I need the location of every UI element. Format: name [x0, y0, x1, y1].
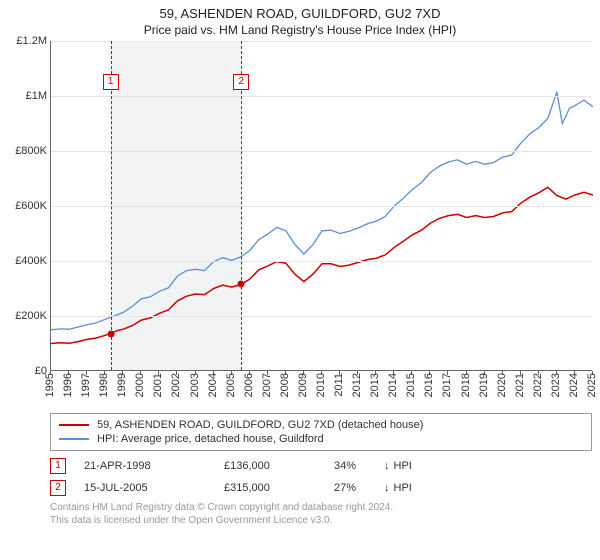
y-axis-label: £200K — [15, 310, 51, 322]
y-axis-label: £1M — [26, 90, 51, 102]
chart-gridline — [51, 206, 592, 207]
x-axis-label: 2014 — [387, 373, 399, 397]
legend-swatch — [59, 438, 89, 440]
event-price: £315,000 — [224, 482, 334, 494]
chart-title-main: 59, ASHENDEN ROAD, GUILDFORD, GU2 7XD — [0, 0, 600, 21]
footnote-line: This data is licensed under the Open Gov… — [50, 514, 592, 527]
x-axis-label: 2007 — [261, 373, 273, 397]
sale-events-table: 1 21-APR-1998 £136,000 34% ↓ HPI 2 15-JU… — [50, 455, 592, 499]
x-axis-label: 1996 — [62, 373, 74, 397]
chart-container: 59, ASHENDEN ROAD, GUILDFORD, GU2 7XD Pr… — [0, 0, 600, 560]
x-axis-label: 2023 — [550, 373, 562, 397]
arrow-down-icon: ↓ — [384, 482, 390, 494]
event-note: HPI — [394, 460, 412, 472]
x-axis-label: 2011 — [333, 373, 345, 397]
legend-label: 59, ASHENDEN ROAD, GUILDFORD, GU2 7XD (d… — [97, 419, 423, 431]
y-axis-label: £600K — [15, 200, 51, 212]
x-axis-label: 2022 — [532, 373, 544, 397]
event-date: 21-APR-1998 — [84, 460, 224, 472]
sale-marker-box: 1 — [103, 74, 119, 90]
x-axis-label: 2001 — [152, 373, 164, 397]
event-pct: 34% — [334, 460, 384, 472]
x-axis-label: 2016 — [423, 373, 435, 397]
event-row: 1 21-APR-1998 £136,000 34% ↓ HPI — [50, 455, 592, 477]
legend-swatch — [59, 424, 89, 426]
x-axis-label: 2018 — [460, 373, 472, 397]
x-axis-label: 2017 — [441, 373, 453, 397]
x-axis-label: 2004 — [207, 373, 219, 397]
x-axis-label: 2019 — [478, 373, 490, 397]
chart-gridline — [51, 151, 592, 152]
x-axis-label: 2021 — [514, 373, 526, 397]
x-axis-label: 2010 — [315, 373, 327, 397]
chart-footnote: Contains HM Land Registry data © Crown c… — [50, 501, 592, 527]
x-axis-label: 2025 — [586, 373, 598, 397]
chart-x-axis-labels: 1995199619971998199920002001200220032004… — [50, 371, 592, 409]
chart-gridline — [51, 316, 592, 317]
sale-marker-dot — [238, 281, 245, 288]
x-axis-label: 1995 — [44, 373, 56, 397]
chart-gridline — [51, 261, 592, 262]
x-axis-label: 2009 — [297, 373, 309, 397]
y-axis-label: £400K — [15, 255, 51, 267]
x-axis-label: 2006 — [243, 373, 255, 397]
legend-label: HPI: Average price, detached house, Guil… — [97, 433, 324, 445]
legend-item: 59, ASHENDEN ROAD, GUILDFORD, GU2 7XD (d… — [59, 418, 583, 432]
event-date: 15-JUL-2005 — [84, 482, 224, 494]
footnote-line: Contains HM Land Registry data © Crown c… — [50, 501, 592, 514]
x-axis-label: 1997 — [80, 373, 92, 397]
event-price: £136,000 — [224, 460, 334, 472]
x-axis-label: 2002 — [170, 373, 182, 397]
sale-marker-line — [111, 41, 112, 370]
x-axis-label: 2015 — [405, 373, 417, 397]
x-axis-label: 2013 — [369, 373, 381, 397]
event-row: 2 15-JUL-2005 £315,000 27% ↓ HPI — [50, 477, 592, 499]
sale-marker-box: 2 — [233, 74, 249, 90]
x-axis-label: 2024 — [568, 373, 580, 397]
chart-title-sub: Price paid vs. HM Land Registry's House … — [0, 21, 600, 41]
x-axis-label: 2005 — [225, 373, 237, 397]
series-line-price_paid — [51, 187, 593, 343]
chart-plot-area: £0£200K£400K£600K£800K£1M£1.2M12 — [50, 41, 592, 371]
arrow-down-icon: ↓ — [384, 460, 390, 472]
chart-legend: 59, ASHENDEN ROAD, GUILDFORD, GU2 7XD (d… — [50, 413, 592, 451]
x-axis-label: 2012 — [351, 373, 363, 397]
event-pct: 27% — [334, 482, 384, 494]
sale-marker-line — [241, 41, 242, 370]
sale-marker-dot — [107, 330, 114, 337]
x-axis-label: 2008 — [279, 373, 291, 397]
x-axis-label: 2000 — [134, 373, 146, 397]
x-axis-label: 2020 — [496, 373, 508, 397]
chart-gridline — [51, 96, 592, 97]
y-axis-label: £800K — [15, 145, 51, 157]
event-note: HPI — [394, 482, 412, 494]
y-axis-label: £1.2M — [16, 35, 51, 47]
event-marker-box: 1 — [50, 458, 66, 474]
chart-gridline — [51, 41, 592, 42]
x-axis-label: 1998 — [98, 373, 110, 397]
legend-item: HPI: Average price, detached house, Guil… — [59, 432, 583, 446]
event-marker-box: 2 — [50, 480, 66, 496]
x-axis-label: 2003 — [189, 373, 201, 397]
x-axis-label: 1999 — [116, 373, 128, 397]
